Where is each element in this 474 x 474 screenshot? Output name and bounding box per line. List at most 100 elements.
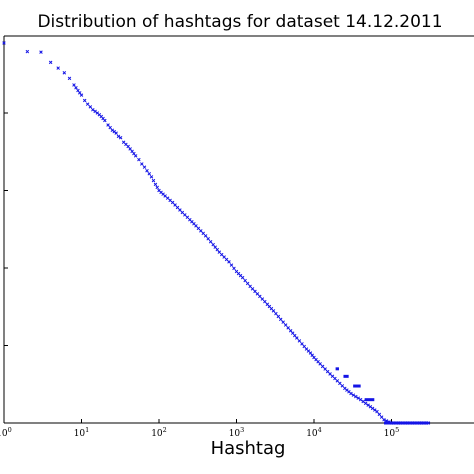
data-point [379,415,384,419]
data-point [328,372,332,376]
data-point [274,311,278,316]
data-point [224,257,229,262]
data-point [165,196,170,200]
data-point [201,231,205,236]
data-point [74,85,78,90]
data-point [232,266,236,271]
data-point [82,98,87,103]
data-point [168,198,172,203]
data-point [199,229,203,233]
data-point [335,379,340,383]
data-point [240,275,245,280]
data-point [116,134,121,139]
data-point [170,200,175,205]
data-point [208,239,213,244]
data-point [229,263,234,267]
data-point [106,123,110,127]
data-point [118,135,123,140]
data-point [340,384,345,388]
x-tick-label: 105 [384,426,400,439]
data-point [140,162,144,166]
data-point [206,237,210,241]
data-point [356,396,360,400]
data-point [72,83,76,87]
data-point [178,208,182,212]
data-point [103,118,107,123]
data-point [149,175,154,179]
data-point [375,409,379,414]
data-point [79,93,84,97]
data-point [39,50,43,54]
data-point [219,252,224,257]
data-point [250,287,255,291]
data-point [263,299,267,304]
data-point [196,226,201,231]
x-tick-label: 103 [229,426,245,439]
data-point [295,336,299,340]
data-point [281,320,285,324]
data-point [203,234,208,238]
data-point [151,178,156,183]
data-point [300,342,304,346]
data-point [48,60,53,65]
data-point [255,292,260,296]
data-point [333,376,337,381]
data-point [2,41,6,45]
data-point [173,203,177,207]
data-point [283,323,288,327]
data-point-group [2,41,431,425]
data-point [351,393,356,397]
data-point [137,157,141,162]
data-point [67,76,72,81]
x-tick-label: 102 [151,426,167,439]
data-point [338,381,342,386]
x-axis-label: Hashtag [211,438,286,459]
data-point [276,314,281,319]
data-point [286,326,290,330]
data-point [142,165,147,169]
data-point [278,317,283,322]
data-point [320,364,325,369]
data-point [349,391,353,396]
x-tick-label: 100 [0,426,12,439]
data-point [25,49,30,54]
data-point [354,394,358,399]
data-point [183,213,187,217]
data-point [133,154,138,158]
data-point [62,71,67,75]
data-point [175,205,180,210]
data-point [323,367,327,371]
data-point [185,215,190,220]
chart-title: Distribution of hashtags for dataset 14.… [37,12,442,32]
data-point [147,172,151,176]
data-point [180,210,185,215]
data-point [194,224,198,228]
data-point [217,250,222,254]
data-point [248,284,252,289]
data-point [163,194,167,198]
data-point [258,294,262,299]
data-point [330,374,335,378]
data-point [253,289,257,294]
data-point [88,105,93,109]
data-point [325,369,330,374]
data-point [297,339,302,343]
data-point [260,297,265,301]
data-point [318,362,322,366]
data-point [227,260,231,264]
data-point [155,185,159,190]
data-point [222,255,226,259]
data-point [243,278,247,283]
data-point [245,281,250,286]
x-tick-label: 104 [306,426,322,439]
data-point [382,418,386,422]
data-point [271,309,276,313]
data-point [114,131,118,135]
data-point [85,102,90,106]
data-point [302,344,306,349]
data-point [56,66,60,70]
x-tick-label: 101 [74,426,90,439]
data-point [153,182,158,187]
